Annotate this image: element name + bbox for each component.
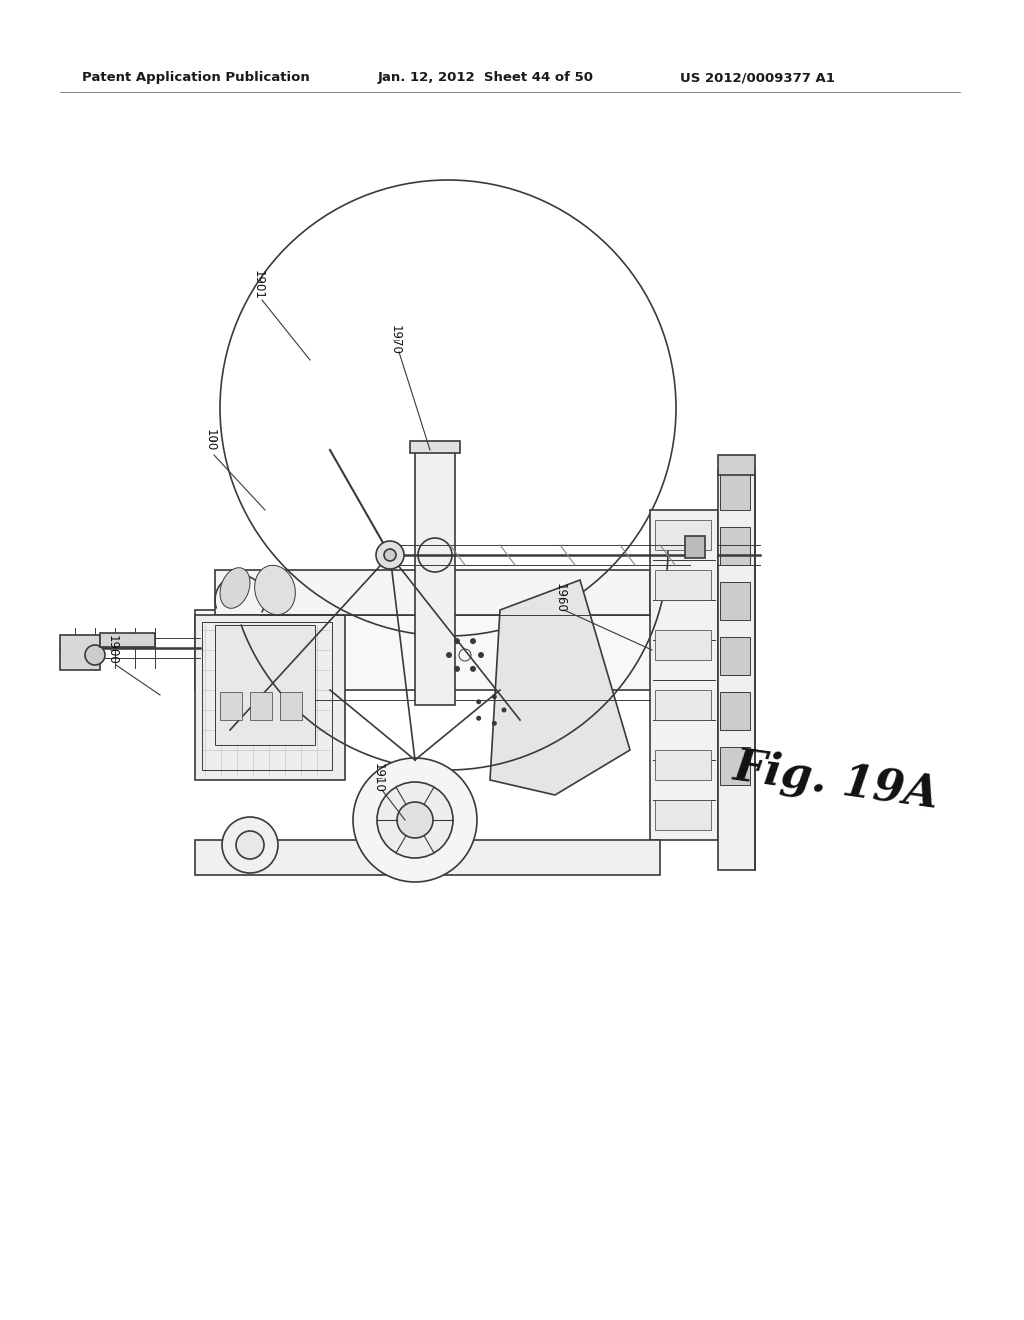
Circle shape [376, 541, 404, 569]
Bar [655, 630, 711, 660]
Text: Patent Application Publication: Patent Application Publication [82, 71, 309, 84]
Circle shape [476, 700, 481, 705]
Circle shape [492, 721, 497, 726]
Circle shape [377, 781, 453, 858]
Circle shape [454, 665, 460, 672]
Bar [195, 610, 660, 690]
Text: 1900: 1900 [105, 635, 119, 665]
Bar [60, 635, 100, 671]
Bar [650, 510, 718, 840]
Bar [220, 692, 242, 719]
Circle shape [492, 694, 497, 700]
Text: 1970: 1970 [388, 325, 401, 355]
Bar [655, 520, 711, 550]
Bar [720, 527, 750, 565]
Ellipse shape [220, 568, 250, 609]
Bar [720, 638, 750, 675]
Circle shape [222, 817, 278, 873]
Circle shape [384, 549, 396, 561]
Bar [215, 624, 315, 744]
Bar [195, 840, 660, 875]
Text: US 2012/0009377 A1: US 2012/0009377 A1 [680, 71, 835, 84]
Bar [215, 570, 650, 615]
Bar [718, 455, 755, 475]
Text: 1960: 1960 [554, 583, 566, 612]
Bar [685, 536, 705, 558]
Circle shape [454, 638, 460, 644]
Bar [410, 441, 460, 453]
Bar [195, 615, 345, 780]
Circle shape [446, 652, 452, 657]
Text: Fig. 19A: Fig. 19A [730, 744, 941, 817]
Text: 1910: 1910 [372, 763, 384, 793]
Circle shape [502, 708, 507, 713]
Text: Jan. 12, 2012  Sheet 44 of 50: Jan. 12, 2012 Sheet 44 of 50 [378, 71, 594, 84]
Bar [415, 450, 455, 705]
Bar [720, 582, 750, 620]
Circle shape [85, 645, 105, 665]
Text: 1901: 1901 [252, 271, 264, 300]
Circle shape [236, 832, 264, 859]
Bar [100, 634, 155, 647]
Circle shape [476, 715, 481, 721]
Bar [720, 692, 750, 730]
Ellipse shape [255, 565, 295, 615]
Bar [250, 692, 272, 719]
Bar [280, 692, 302, 719]
Circle shape [478, 652, 484, 657]
Polygon shape [490, 579, 630, 795]
Bar [655, 800, 711, 830]
Circle shape [470, 665, 476, 672]
Bar [655, 690, 711, 719]
Bar [202, 622, 332, 770]
Circle shape [353, 758, 477, 882]
Bar [720, 747, 750, 785]
Bar [655, 750, 711, 780]
Circle shape [470, 638, 476, 644]
Bar [720, 473, 750, 510]
Text: 100: 100 [204, 429, 216, 451]
Bar [655, 570, 711, 601]
Circle shape [397, 803, 433, 838]
Bar [718, 470, 755, 870]
